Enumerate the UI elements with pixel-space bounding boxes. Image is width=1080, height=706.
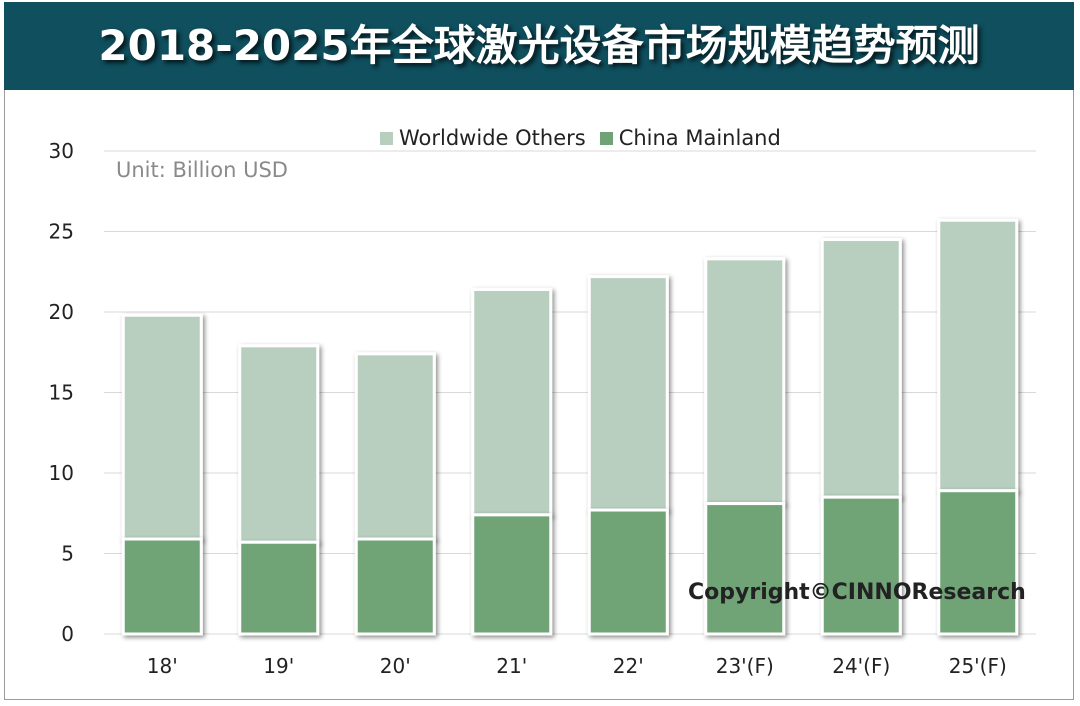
bar-worldwide-others <box>354 352 436 541</box>
x-tick-label: 23'(F) <box>716 654 774 678</box>
x-tick-label: 19' <box>263 654 294 678</box>
bar-worldwide-others <box>471 287 553 517</box>
copyright-text: Copyright©CINNOResearch <box>688 580 1026 605</box>
x-tick-label: 21' <box>496 654 527 678</box>
bar-china-mainland <box>704 502 786 636</box>
legend-swatch-china <box>599 131 613 145</box>
x-tick-label: 22' <box>613 654 644 678</box>
unit-label: Unit: Billion USD <box>116 158 288 182</box>
bar-china-mainland <box>121 537 203 636</box>
legend-item-others: Worldwide Others <box>380 126 586 150</box>
bar-worldwide-others <box>587 275 669 512</box>
bar-china-mainland <box>937 489 1019 636</box>
bar-china-mainland <box>354 537 436 636</box>
legend-label-china: China Mainland <box>618 126 781 150</box>
bar-worldwide-others <box>820 238 902 499</box>
x-tick-label: 20' <box>380 654 411 678</box>
legend-item-china: China Mainland <box>599 126 781 150</box>
bar-china-mainland <box>238 540 320 636</box>
legend: Worldwide Others China Mainland <box>380 126 795 150</box>
x-tick-label: 18' <box>147 654 178 678</box>
y-tick-label: 15 <box>49 381 74 405</box>
x-tick-label: 24'(F) <box>832 654 890 678</box>
y-tick-label: 10 <box>49 461 74 485</box>
legend-label-others: Worldwide Others <box>399 126 586 150</box>
bar-worldwide-others <box>121 313 203 541</box>
bar-worldwide-others <box>238 344 320 544</box>
y-tick-label: 0 <box>61 622 74 646</box>
title-bar: 2018-2025年全球激光设备市场规模趋势预测 <box>4 2 1074 90</box>
y-tick-label: 5 <box>61 542 74 566</box>
bar-china-mainland <box>820 495 902 636</box>
legend-swatch-others <box>380 131 393 145</box>
x-tick-label: 25'(F) <box>949 654 1007 678</box>
bar-china-mainland <box>471 513 553 636</box>
chart-title: 2018-2025年全球激光设备市场规模趋势预测 <box>98 21 980 70</box>
bar-worldwide-others <box>704 257 786 506</box>
bar-china-mainland <box>587 508 669 636</box>
bar-worldwide-others <box>937 218 1019 493</box>
y-tick-label: 25 <box>49 220 74 244</box>
y-tick-label: 20 <box>49 300 74 324</box>
y-tick-label: 30 <box>49 139 74 163</box>
